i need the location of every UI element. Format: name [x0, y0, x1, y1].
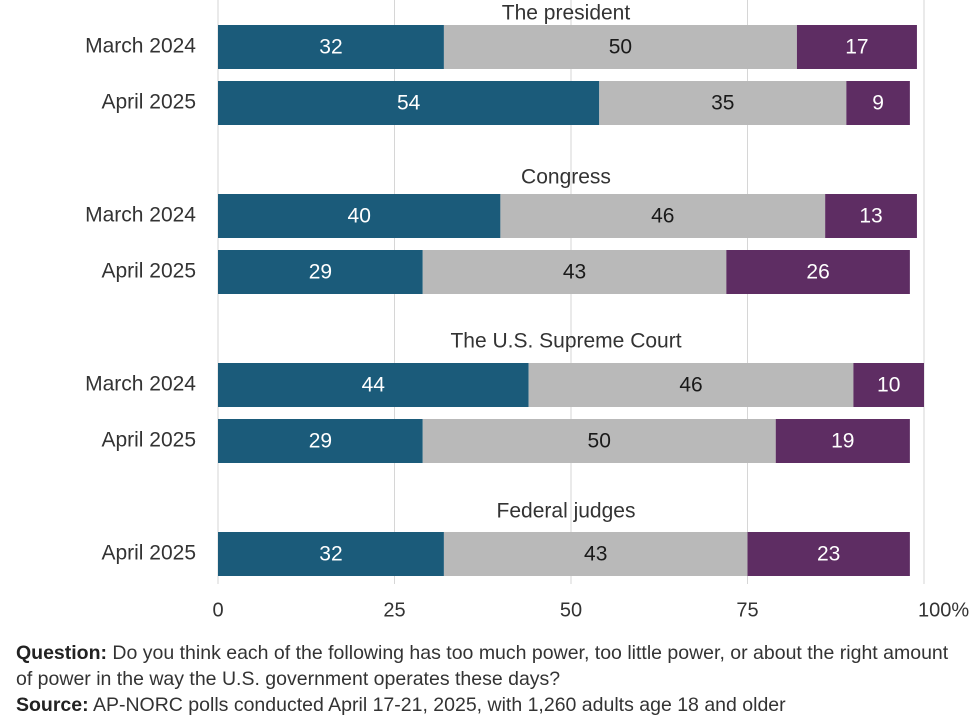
- data-label: 32: [319, 36, 342, 59]
- data-label: 54: [397, 92, 421, 115]
- data-label: 46: [679, 374, 702, 397]
- bar-segment-about-right: [599, 81, 847, 125]
- x-tick-label: 75: [736, 599, 758, 621]
- data-label: 40: [348, 205, 371, 228]
- bar-segment-too-much: [218, 81, 600, 125]
- data-label: 50: [609, 36, 632, 59]
- bar-segment-too-little: [846, 81, 910, 125]
- data-label: 10: [877, 374, 900, 397]
- bar-segment-too-much: [218, 532, 444, 576]
- bar-segment-too-much: [218, 363, 529, 407]
- data-label: 13: [859, 205, 882, 228]
- bar-segment-too-much: [218, 419, 423, 463]
- group-title: Federal judges: [497, 500, 636, 523]
- source-text: AP-NORC polls conducted April 17-21, 202…: [92, 694, 786, 716]
- data-label: 43: [584, 543, 607, 566]
- bar-segment-too-little: [796, 25, 917, 69]
- bar-segment-too-much: [218, 250, 423, 294]
- data-label: 17: [845, 36, 868, 59]
- data-label: 35: [711, 92, 734, 115]
- row-label: April 2025: [101, 91, 196, 114]
- x-tick-label: 0: [212, 599, 223, 621]
- data-label: 46: [651, 205, 674, 228]
- group-title: The president: [502, 2, 631, 25]
- bar-segment-about-right: [528, 363, 854, 407]
- data-label: 44: [362, 374, 386, 397]
- row-label: March 2024: [85, 35, 196, 58]
- bar-segment-about-right: [500, 194, 826, 238]
- bar-group: The president March 2024 32 50 17 April 2025 5…: [85, 2, 917, 125]
- question-note: Question: Do you think each of the follo…: [16, 640, 966, 692]
- bar-segment-too-little: [825, 194, 917, 238]
- row-label: April 2025: [101, 260, 196, 283]
- question-text: Do you think each of the following has t…: [16, 642, 949, 690]
- data-label: 29: [309, 261, 332, 284]
- data-label: 50: [588, 430, 611, 453]
- data-label: 29: [309, 430, 332, 453]
- bar-segment-about-right: [422, 419, 776, 463]
- x-tick-label: 50: [560, 599, 582, 621]
- group-title: The U.S. Supreme Court: [450, 330, 681, 353]
- row-label: April 2025: [101, 429, 196, 452]
- bar-segment-too-little: [747, 532, 910, 576]
- question-label: Question:: [16, 642, 107, 664]
- x-axis: 0 25 50 75 100%: [212, 599, 969, 621]
- data-label: 32: [319, 543, 342, 566]
- source-note: Source: AP-NORC polls conducted April 17…: [16, 692, 966, 718]
- bar-segment-too-little: [726, 250, 910, 294]
- bar-group: Federal judges April 2025 32 43 23: [101, 500, 910, 576]
- row-label: April 2025: [101, 542, 196, 565]
- data-label: 19: [831, 430, 854, 453]
- source-label: Source:: [16, 694, 89, 716]
- data-label: 23: [817, 543, 840, 566]
- bar-segment-too-little: [775, 419, 910, 463]
- x-tick-label: 25: [383, 599, 405, 621]
- bar-segment-about-right: [443, 532, 748, 576]
- row-label: March 2024: [85, 373, 196, 396]
- data-label: 9: [872, 92, 884, 115]
- bar-segment-about-right: [422, 250, 727, 294]
- bar-segment-too-little: [853, 363, 924, 407]
- data-label: 43: [563, 261, 586, 284]
- bar-segment-about-right: [443, 25, 797, 69]
- bar-group: The U.S. Supreme Court March 2024 44 46 10 Ap…: [85, 330, 924, 463]
- data-label: 26: [806, 261, 829, 284]
- bar-segment-too-much: [218, 194, 501, 238]
- x-tick-label: 100%: [918, 599, 969, 621]
- bar-group: Congress March 2024 40 46 13 April 2025 29 43 26: [85, 166, 917, 294]
- group-title: Congress: [521, 166, 611, 189]
- stacked-bar-chart: The president March 2024 32 50 17 April 2025 5…: [85, 0, 969, 621]
- bar-segment-too-much: [218, 25, 444, 69]
- row-label: March 2024: [85, 204, 196, 227]
